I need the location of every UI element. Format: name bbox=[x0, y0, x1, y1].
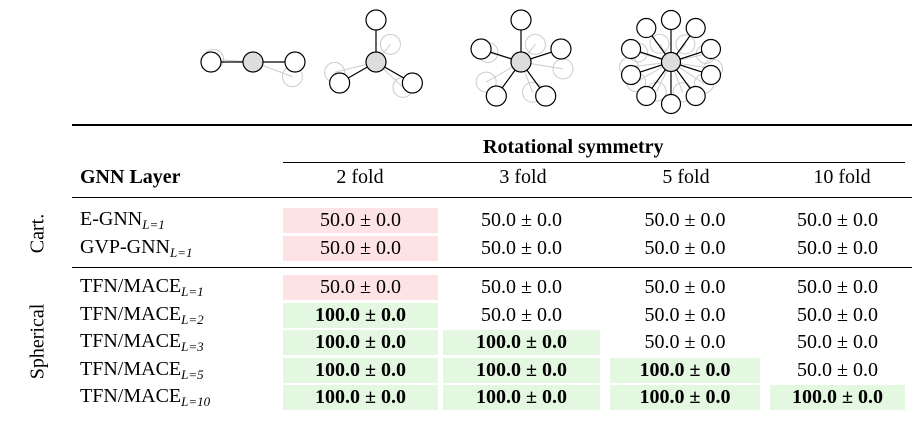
top-rule bbox=[72, 124, 912, 126]
result-cell: 50.0 ± 0.0 bbox=[283, 275, 438, 300]
result-cell: 50.0 ± 0.0 bbox=[443, 208, 600, 233]
column-header: 10 fold bbox=[782, 166, 902, 189]
column-header: GNN Layer bbox=[80, 166, 181, 189]
node bbox=[637, 19, 656, 38]
layer-name: GVP-GNNL=1 bbox=[80, 235, 193, 265]
layer-base: TFN/MACE bbox=[80, 303, 181, 325]
result-cell: 50.0 ± 0.0 bbox=[770, 236, 905, 261]
result-cell: 50.0 ± 0.0 bbox=[610, 208, 760, 233]
node bbox=[686, 19, 705, 38]
layer-base: E-GNN bbox=[80, 208, 142, 230]
result-cell: 100.0 ± 0.0 bbox=[443, 385, 600, 410]
result-cell: 50.0 ± 0.0 bbox=[610, 236, 760, 261]
node bbox=[330, 73, 350, 93]
result-cell: 50.0 ± 0.0 bbox=[610, 330, 760, 355]
node bbox=[201, 52, 221, 72]
node bbox=[285, 52, 305, 72]
result-cell: 50.0 ± 0.0 bbox=[443, 275, 600, 300]
layer-base: TFN/MACE bbox=[80, 330, 181, 352]
group-rule bbox=[72, 267, 912, 268]
layer-name: TFN/MACEL=5 bbox=[80, 357, 204, 387]
layer-base: TFN/MACE bbox=[80, 358, 181, 380]
node bbox=[662, 11, 681, 30]
node bbox=[486, 86, 506, 106]
node bbox=[243, 52, 263, 72]
result-cell: 50.0 ± 0.0 bbox=[770, 275, 905, 300]
result-cell: 100.0 ± 0.0 bbox=[770, 385, 905, 410]
layer-base: TFN/MACE bbox=[80, 275, 181, 297]
node bbox=[662, 95, 681, 114]
node bbox=[366, 10, 386, 30]
result-cell: 50.0 ± 0.0 bbox=[283, 236, 438, 261]
column-header: 2 fold bbox=[300, 166, 420, 189]
header-rule bbox=[72, 197, 912, 198]
layer-subscript: L=1 bbox=[142, 217, 165, 232]
layer-subscript: L=1 bbox=[181, 284, 204, 299]
result-cell: 50.0 ± 0.0 bbox=[770, 303, 905, 328]
result-cell: 50.0 ± 0.0 bbox=[770, 358, 905, 383]
result-cell: 50.0 ± 0.0 bbox=[770, 330, 905, 355]
node bbox=[622, 40, 641, 59]
result-cell: 100.0 ± 0.0 bbox=[610, 385, 760, 410]
result-cell: 50.0 ± 0.0 bbox=[283, 208, 438, 233]
node bbox=[511, 10, 531, 30]
result-cell: 100.0 ± 0.0 bbox=[283, 330, 438, 355]
spanner-rule bbox=[283, 162, 905, 163]
spanner: Rotational symmetry bbox=[483, 136, 664, 159]
node bbox=[366, 52, 386, 72]
node bbox=[511, 52, 531, 72]
layer-subscript: L=2 bbox=[181, 312, 204, 327]
result-cell: 100.0 ± 0.0 bbox=[610, 358, 760, 383]
result-cell: 50.0 ± 0.0 bbox=[443, 303, 600, 328]
layer-subscript: L=10 bbox=[181, 394, 210, 409]
node bbox=[662, 53, 681, 72]
page: Rotational symmetry GNN Layer 2 fold 3 fold… bbox=[0, 0, 914, 423]
result-cell: 100.0 ± 0.0 bbox=[283, 358, 438, 383]
layer-base: GVP-GNN bbox=[80, 236, 170, 258]
layer-name: E-GNNL=1 bbox=[80, 207, 165, 237]
group-label: Spherical bbox=[27, 261, 50, 421]
result-cell: 50.0 ± 0.0 bbox=[443, 236, 600, 261]
node bbox=[637, 86, 656, 105]
result-cell: 100.0 ± 0.0 bbox=[443, 358, 600, 383]
node bbox=[471, 39, 491, 59]
node bbox=[622, 65, 641, 84]
result-cell: 50.0 ± 0.0 bbox=[610, 303, 760, 328]
layer-name: TFN/MACEL=1 bbox=[80, 274, 204, 304]
layer-name: TFN/MACEL=2 bbox=[80, 302, 204, 332]
layer-subscript: L=1 bbox=[170, 245, 193, 260]
column-header: 3 fold bbox=[463, 166, 583, 189]
layer-base: TFN/MACE bbox=[80, 385, 181, 407]
result-cell: 100.0 ± 0.0 bbox=[443, 330, 600, 355]
symmetry-diagrams bbox=[0, 0, 914, 125]
layer-subscript: L=3 bbox=[181, 339, 204, 354]
node bbox=[551, 39, 571, 59]
layer-subscript: L=5 bbox=[181, 367, 204, 382]
node bbox=[686, 86, 705, 105]
result-cell: 100.0 ± 0.0 bbox=[283, 303, 438, 328]
node bbox=[701, 40, 720, 59]
result-cell: 50.0 ± 0.0 bbox=[770, 208, 905, 233]
node bbox=[536, 86, 556, 106]
result-cell: 100.0 ± 0.0 bbox=[283, 385, 438, 410]
node bbox=[402, 73, 422, 93]
layer-name: TFN/MACEL=3 bbox=[80, 329, 204, 359]
node bbox=[701, 65, 720, 84]
layer-name: TFN/MACEL=10 bbox=[80, 384, 210, 414]
result-cell: 50.0 ± 0.0 bbox=[610, 275, 760, 300]
column-header: 5 fold bbox=[626, 166, 746, 189]
